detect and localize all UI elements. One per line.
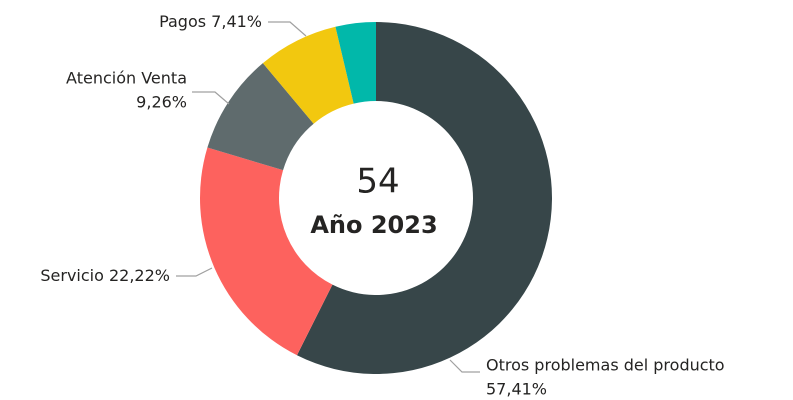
leader-line — [176, 267, 213, 277]
slice — [199, 147, 333, 356]
category-label: Atención Venta — [66, 69, 187, 88]
leader-line — [449, 359, 480, 373]
leader-line — [268, 21, 307, 37]
slice — [335, 22, 376, 104]
slice — [296, 22, 552, 374]
data-label: Servicio 22,22% — [40, 266, 170, 285]
category-label: Servicio — [40, 266, 104, 285]
center-value: 54 — [356, 162, 399, 202]
category-label: Pagos — [159, 12, 206, 31]
value-label: 22,22% — [109, 266, 170, 285]
category-label: Otros problemas del producto — [486, 356, 725, 375]
center-label: Año 2023 — [310, 211, 437, 239]
leader-line — [192, 91, 230, 105]
value-label: 57,41% — [486, 380, 547, 399]
slice — [207, 63, 314, 171]
slice — [262, 26, 354, 124]
donut — [199, 22, 552, 374]
data-label: Pagos 7,41% — [159, 12, 262, 31]
value-label: 7,41% — [211, 12, 262, 31]
value-label: 9,26% — [136, 93, 187, 112]
